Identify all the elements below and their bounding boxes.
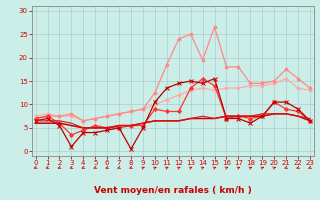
X-axis label: Vent moyen/en rafales ( km/h ): Vent moyen/en rafales ( km/h ) <box>94 186 252 195</box>
